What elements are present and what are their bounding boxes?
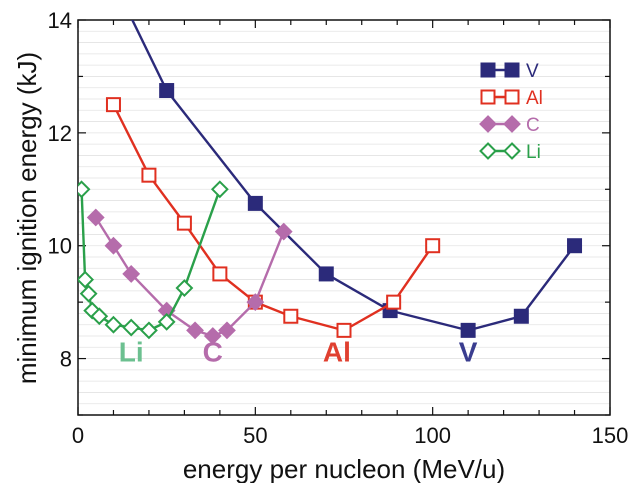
data-point-v [118,0,131,10]
annotations: Li C Al V [119,336,478,367]
data-point-c [122,265,141,283]
axis-ticks [77,19,611,416]
data-point-li [90,307,109,326]
data-point-li [104,315,123,334]
data-point-c [203,327,222,345]
data-point-li [78,270,95,289]
legend-item-li: Li [479,142,541,163]
data-point-v [247,195,263,211]
data-point-c [186,321,204,340]
data-point-c [86,208,105,227]
data-point-c [274,222,293,241]
legend-marker-v [504,62,520,78]
data-point-al [105,97,121,113]
x-tick-label: 100 [414,423,451,448]
x-tick-label: 0 [72,423,84,448]
annotation-label: Li [119,336,144,367]
y-axis-title: minimum ignition energy (kJ) [12,52,42,384]
data-point-al [176,215,192,231]
legend-label-al: Al [526,88,543,109]
series-li [78,180,229,340]
data-point-v [513,308,529,324]
annotation-label: V [459,336,478,367]
series-line-v [131,20,576,332]
plot-frame [77,19,611,416]
legend-label-v: V [526,61,539,82]
data-point-al [212,266,228,282]
data-point-al [425,238,441,254]
y-tick-label: 12 [48,121,72,146]
data-point-c [246,293,265,312]
x-tick-labels: 0 50 100 150 [72,423,628,448]
x-tick-label: 50 [243,423,267,448]
series-line-li [80,188,221,332]
y-tick-labels: 8 10 12 14 [48,8,72,372]
x-axis-title: energy per nucleon (MeV/u) [183,454,505,483]
legend-label-c: C [526,115,540,136]
legend-label-li: Li [526,142,541,163]
series-v [118,0,583,338]
grid-lines [78,30,610,405]
y-tick-label: 10 [48,234,72,259]
y-tick-label: 8 [60,347,72,372]
data-point-al [336,322,352,338]
legend-item-al: Al [480,88,543,109]
legend-marker-c [479,115,497,133]
legend-item-c: C [479,115,540,136]
data-point-al [141,167,157,183]
series-line-al [112,104,434,332]
data-point-al [283,308,299,324]
legend: V Al C Li [479,61,543,163]
data-point-v [567,238,583,254]
y-tick-label: 14 [48,8,72,33]
legend-marker-li [479,142,497,160]
annotation-label: C [203,336,223,367]
data-point-v [460,322,476,338]
data-point-li [140,321,158,340]
data-point-li [78,180,91,199]
data-point-c [218,321,236,340]
legend-marker-al [504,89,520,105]
data-point-li [175,279,194,297]
data-point-li [122,318,141,337]
data-point-al [386,294,402,310]
legend-marker-c [503,115,521,133]
data-series [78,0,583,345]
data-point-c [104,236,123,255]
annotation-label: Al [323,336,351,367]
x-tick-label: 150 [592,423,629,448]
legend-marker-li [503,142,521,160]
data-point-li [157,312,176,331]
data-point-v [159,83,175,99]
legend-marker-v [480,62,496,78]
data-point-v [318,266,334,282]
data-point-li [210,180,229,199]
legend-marker-al [480,89,496,105]
legend-item-v: V [480,61,539,82]
data-point-li [79,284,98,303]
series-c [86,208,293,345]
